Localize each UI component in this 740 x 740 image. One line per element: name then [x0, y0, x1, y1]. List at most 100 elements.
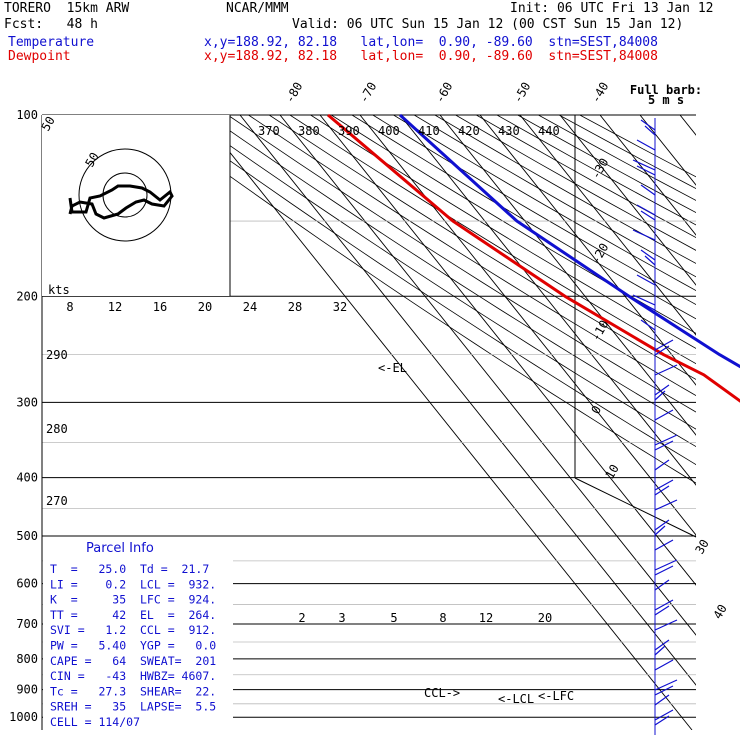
isotherm-line [519, 115, 696, 336]
isotherm-label-right: -20 [588, 241, 611, 267]
mixing-ratio-label: 12 [479, 611, 493, 625]
dry-adiabat-label: 270 [46, 494, 68, 508]
hodograph-speed-label: 20 [198, 300, 212, 314]
isotherm-label-top: -60 [432, 80, 455, 106]
wind-barb [632, 294, 656, 306]
wind-barb [654, 599, 674, 611]
barb-header: Full barb: [630, 83, 702, 97]
isotherm-line [319, 115, 696, 586]
pressure-label: 400 [16, 471, 38, 485]
wind-barb [654, 579, 670, 591]
wind-barb [640, 119, 656, 131]
theta-label: 430 [498, 124, 520, 138]
right-slant-axis [574, 477, 697, 538]
pressure-label: 200 [16, 289, 38, 303]
isotherm-line [399, 115, 696, 486]
pressure-label: 600 [16, 577, 38, 591]
isotherm-line [599, 115, 696, 236]
hodograph-units: kts [48, 283, 70, 297]
dry-adiabat-line [186, 115, 696, 448]
mixing-ratio-label: 5 [390, 611, 397, 625]
wind-barb [654, 339, 674, 351]
temperature-location: x,y=188.92, 82.18 lat,lon= 0.90, -89.60 … [204, 35, 658, 50]
parcel-info-row: PW = 5.40 YGP = 0.0 [50, 639, 216, 653]
wind-barb [654, 565, 674, 576]
wind-barb [654, 479, 674, 491]
wind-barb [636, 274, 656, 286]
isotherm-line [479, 115, 696, 386]
dry-adiabat-line [268, 115, 696, 380]
wind-barb [654, 459, 670, 471]
hodograph-speed-label: 12 [108, 300, 122, 314]
dry-adiabat-line [165, 115, 696, 466]
pressure-label: 800 [16, 652, 38, 666]
ccl-marker: CCL-> [424, 686, 460, 700]
dry-adiabat-line [227, 115, 696, 413]
dry-adiabat-label: 280 [46, 422, 68, 436]
wind-barb [654, 715, 670, 726]
wind-barb [644, 125, 656, 136]
wind-barb [640, 319, 656, 331]
dry-adiabat-line [476, 115, 696, 238]
parcel-info-row: SREH = 35 LAPSE= 5.5 [50, 700, 216, 714]
init-time: Init: 06 UTC Fri 13 Jan 12 [510, 1, 714, 16]
forecast-hour: Fcst: 48 h [4, 17, 98, 32]
dry-adiabat-line [538, 115, 696, 201]
isotherm-line [679, 115, 696, 136]
isotherm-label-right: 0 [588, 403, 604, 416]
dry-adiabat-line [331, 115, 696, 334]
wind-barb [636, 300, 656, 311]
parcel-info-row: TT = 42 EL = 264. [50, 608, 216, 622]
wind-barb [640, 184, 656, 196]
isotherm-line [279, 115, 696, 636]
isotherm-label-right: 30 [692, 537, 711, 557]
wind-barb [654, 645, 666, 656]
wind-barb [654, 390, 666, 401]
dry-adiabat-line [248, 115, 696, 397]
isotherm-label-right: 10 [602, 462, 621, 482]
dry-adiabat-line [144, 115, 696, 484]
isotherm-label-top: -70 [356, 80, 379, 106]
wind-barb [640, 210, 656, 221]
wind-barb [654, 659, 674, 671]
isotherm-line [199, 115, 693, 730]
dry-adiabat-line [206, 115, 696, 430]
mixing-ratio-label: 2 [298, 611, 305, 625]
temperature-legend: Temperature [8, 35, 95, 50]
dry-adiabat-line [579, 115, 696, 178]
parcel-info-row: T = 25.0 Td = 21.7 [50, 562, 209, 576]
org-name: NCAR/MMM [226, 1, 289, 16]
isotherm-label-top: -50 [510, 80, 533, 106]
wind-barb [654, 434, 678, 446]
isotherm-line [720, 115, 740, 730]
pressure-label: 300 [16, 395, 38, 409]
pressure-label: 100 [16, 108, 38, 122]
dry-adiabat-line [413, 115, 696, 278]
parcel-info-title: Parcel Info [86, 541, 154, 556]
hodograph-speed-label: 24 [243, 300, 257, 314]
wind-barb [644, 255, 656, 266]
wind-barb [654, 694, 670, 706]
grid-lines [144, 115, 740, 730]
dewpoint-legend: Dewpoint [8, 49, 71, 64]
isotherm-label-top: -80 [282, 80, 305, 106]
wind-barb [654, 709, 674, 721]
dry-adiabat-line [351, 115, 696, 320]
wind-barb [654, 384, 670, 396]
parcel-info-row: CELL = 114/07 [50, 715, 140, 729]
theta-label: 390 [338, 124, 360, 138]
wind-barb [654, 619, 678, 631]
wind-barb [654, 605, 670, 616]
isotherm-line [559, 115, 696, 286]
wind-barb [654, 519, 670, 531]
valid-time: Valid: 06 UTC Sun 15 Jan 12 (00 CST Sun … [292, 17, 684, 32]
theta-label: 400 [378, 124, 400, 138]
wind-barb [654, 639, 670, 651]
isotherm-label-top: -40 [588, 80, 611, 106]
wind-barb [654, 345, 670, 356]
wind-barb [654, 685, 674, 696]
dry-adiabat-line [558, 115, 696, 189]
wind-barb [654, 440, 674, 451]
theta-label: 420 [458, 124, 480, 138]
